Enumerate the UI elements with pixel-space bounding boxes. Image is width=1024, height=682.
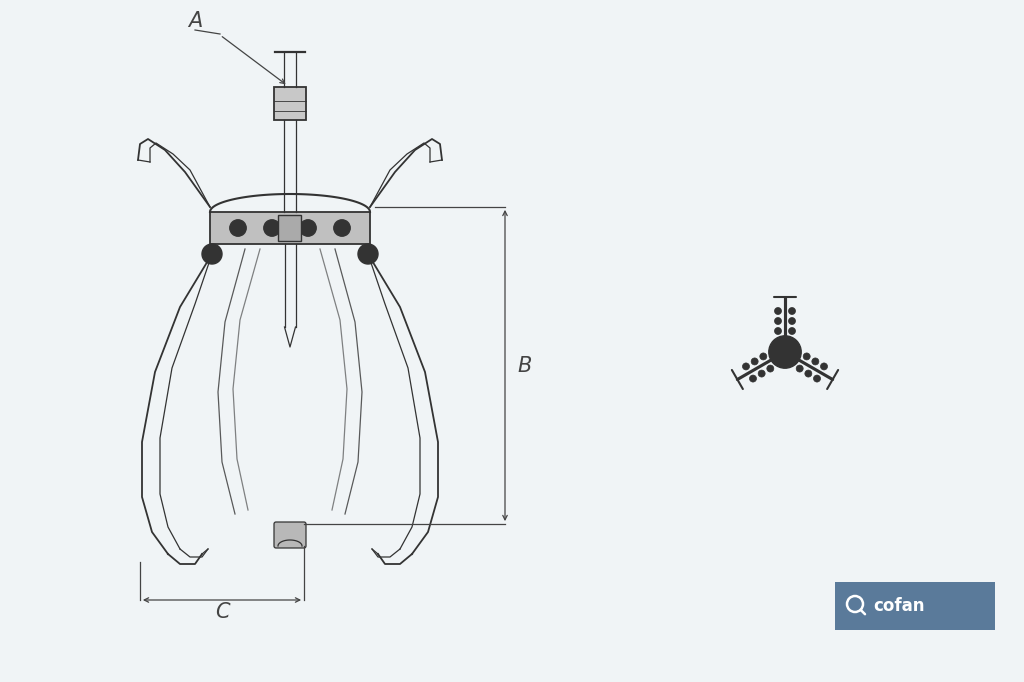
Text: cofan: cofan [873, 597, 925, 615]
Circle shape [813, 375, 820, 382]
Circle shape [358, 244, 378, 264]
Text: B: B [517, 355, 531, 376]
Circle shape [742, 363, 750, 370]
Circle shape [339, 224, 345, 231]
Circle shape [752, 358, 758, 365]
Circle shape [774, 308, 781, 314]
Text: C: C [215, 602, 229, 622]
Circle shape [774, 318, 781, 325]
Circle shape [202, 244, 222, 264]
FancyBboxPatch shape [279, 215, 301, 241]
Circle shape [767, 365, 774, 372]
Circle shape [234, 224, 242, 231]
Circle shape [812, 358, 819, 365]
Circle shape [774, 327, 781, 334]
Circle shape [364, 250, 372, 258]
Circle shape [334, 220, 350, 236]
Circle shape [758, 370, 765, 377]
Circle shape [788, 327, 796, 334]
FancyBboxPatch shape [274, 87, 306, 120]
Circle shape [803, 353, 810, 360]
Circle shape [769, 336, 801, 368]
FancyBboxPatch shape [835, 582, 995, 630]
Circle shape [268, 224, 275, 231]
FancyBboxPatch shape [274, 522, 306, 548]
Text: A: A [187, 11, 202, 31]
FancyBboxPatch shape [210, 212, 370, 244]
Circle shape [797, 365, 803, 372]
Circle shape [264, 220, 281, 236]
Circle shape [820, 363, 827, 370]
Circle shape [788, 308, 796, 314]
Circle shape [788, 318, 796, 325]
Circle shape [805, 370, 812, 377]
Circle shape [760, 353, 767, 360]
Circle shape [750, 375, 757, 382]
Circle shape [229, 220, 246, 236]
Circle shape [304, 224, 311, 231]
Circle shape [208, 250, 216, 258]
Circle shape [300, 220, 316, 236]
Circle shape [776, 343, 794, 361]
